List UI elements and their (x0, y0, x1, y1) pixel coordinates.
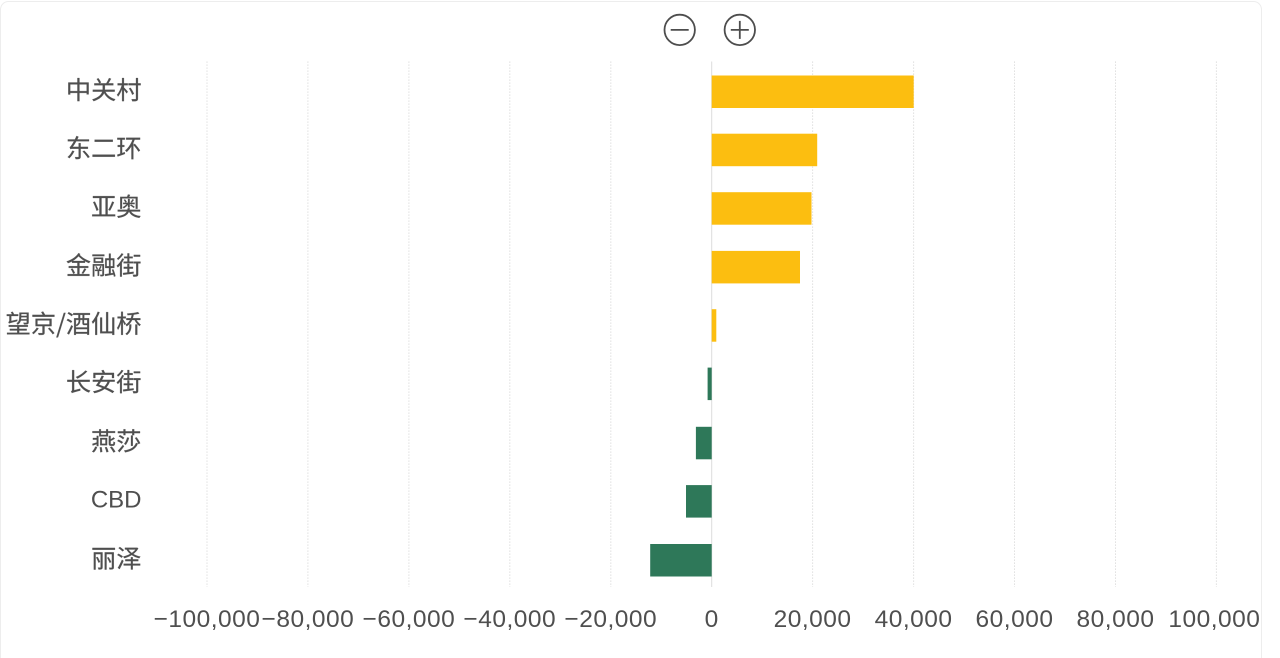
svg-text:−20,000: −20,000 (564, 606, 657, 633)
svg-text:20,000: 20,000 (774, 606, 852, 633)
svg-text:−60,000: −60,000 (363, 606, 456, 633)
svg-text:80,000: 80,000 (1077, 606, 1155, 633)
svg-text:−40,000: −40,000 (463, 606, 556, 633)
svg-text:40,000: 40,000 (875, 606, 953, 633)
svg-text:100,000: 100,000 (1168, 606, 1260, 633)
svg-text:−100,000: −100,000 (154, 606, 261, 633)
svg-text:0: 0 (705, 606, 719, 633)
svg-text:60,000: 60,000 (976, 606, 1054, 633)
svg-text:−80,000: −80,000 (262, 606, 355, 633)
svg-text:CBD: CBD (91, 487, 142, 514)
